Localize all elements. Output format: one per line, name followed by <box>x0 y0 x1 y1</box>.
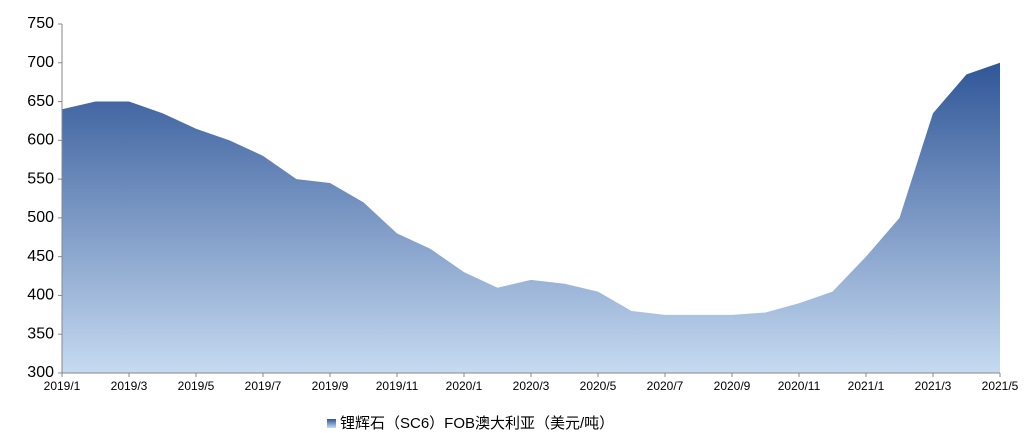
y-tick-label: 650 <box>27 93 54 110</box>
y-tick-label: 450 <box>27 248 54 265</box>
y-tick-label: 750 <box>27 15 54 32</box>
y-tick-label: 350 <box>27 325 54 342</box>
y-tick-label: 600 <box>27 132 54 149</box>
x-tick-label: 2021/3 <box>915 379 952 393</box>
x-tick-label: 2020/11 <box>778 379 821 393</box>
x-tick-label: 2019/11 <box>376 379 419 393</box>
x-tick-label: 2020/1 <box>446 379 483 393</box>
legend-label: 锂辉石（SC6）FOB澳大利亚（美元/吨） <box>340 415 614 432</box>
y-tick-label: 400 <box>27 287 54 304</box>
x-tick-label: 2019/3 <box>111 379 148 393</box>
x-tick-label: 2020/9 <box>714 379 751 393</box>
x-tick-label: 2021/1 <box>848 379 885 393</box>
x-tick-label: 2020/7 <box>647 379 684 393</box>
x-tick-label: 2019/1 <box>44 379 81 393</box>
y-tick-label: 300 <box>27 364 54 381</box>
x-tick-label: 2021/5 <box>982 379 1019 393</box>
x-tick-label: 2019/7 <box>245 379 282 393</box>
x-tick-label: 2020/5 <box>580 379 617 393</box>
y-tick-label: 550 <box>27 170 54 187</box>
x-tick-label: 2019/9 <box>312 379 349 393</box>
x-tick-label: 2019/5 <box>178 379 215 393</box>
legend-swatch <box>327 419 336 428</box>
x-tick-label: 2020/3 <box>513 379 550 393</box>
y-tick-label: 700 <box>27 54 54 71</box>
area <box>62 62 1000 374</box>
y-tick-label: 500 <box>27 209 54 226</box>
